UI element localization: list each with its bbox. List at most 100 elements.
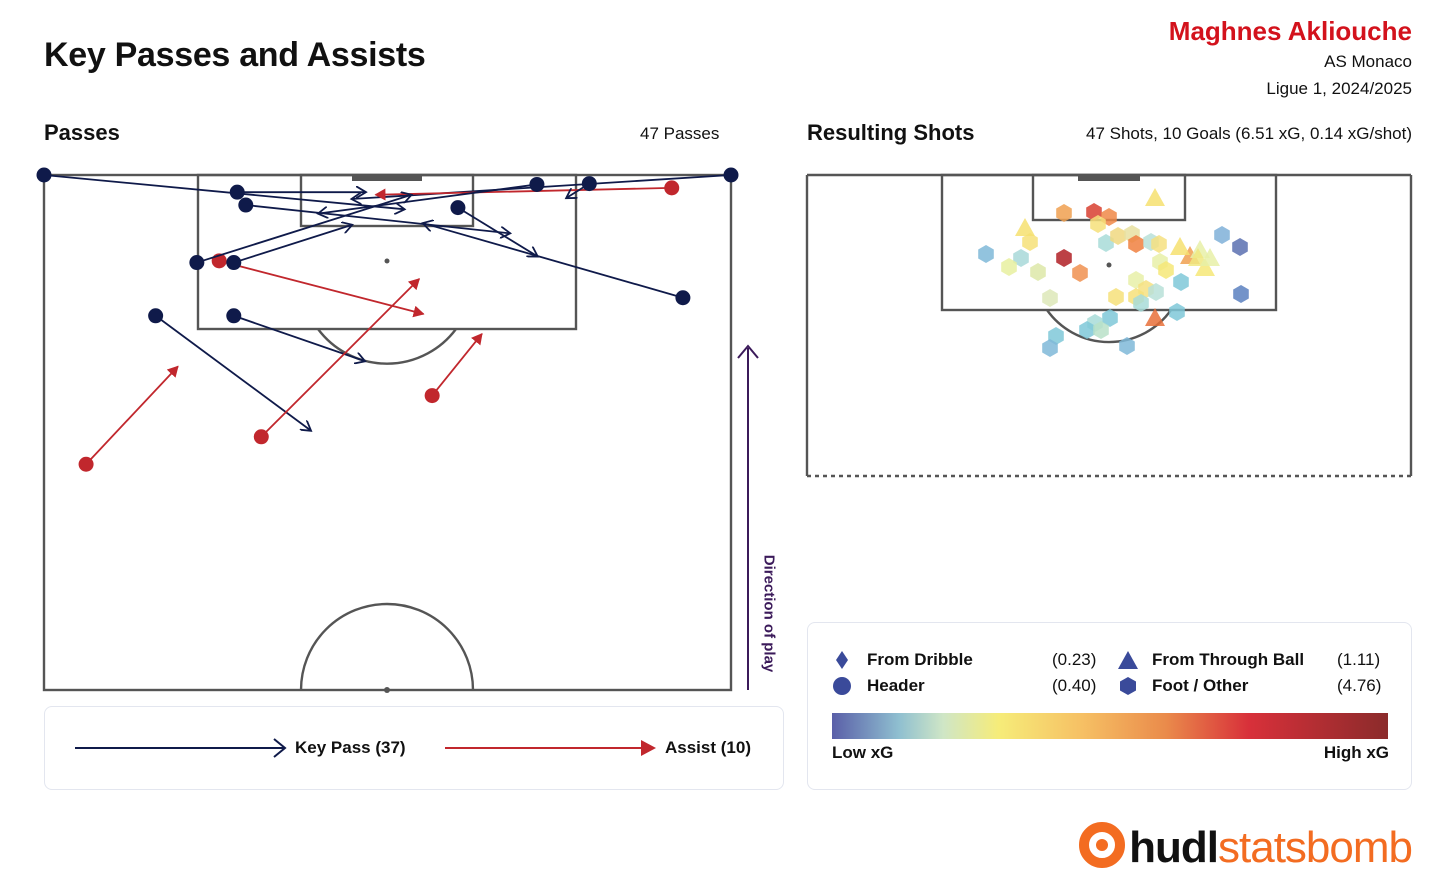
- legend-dribble-value: (0.23): [1052, 650, 1097, 669]
- assist-pass-line: [260, 278, 420, 438]
- shot-marker-foot: [1022, 233, 1038, 251]
- assist-legend-arrowhead: [641, 740, 656, 756]
- shot-marker-foot: [1110, 227, 1126, 245]
- shot-marker-foot: [1158, 261, 1174, 279]
- legend-through-ball-label: From Through Ball: [1152, 650, 1305, 669]
- assist-legend-label: Assist (10): [665, 738, 751, 757]
- shot-marker-through-ball: [1145, 308, 1165, 326]
- key-pass-line: [245, 204, 510, 233]
- shot-marker-foot: [1056, 249, 1072, 267]
- key-pass-origin-point: [675, 290, 691, 306]
- direction-label: Direction of play: [760, 554, 778, 673]
- shot-marker-foot: [1128, 235, 1144, 253]
- hudl-statsbomb-logo: hudlstatsbomb: [1077, 820, 1413, 873]
- shot-marker-foot: [1030, 263, 1046, 281]
- shot-marker-foot: [1093, 321, 1109, 339]
- shot-marker-foot: [1090, 215, 1106, 233]
- key-pass-line: [318, 183, 538, 213]
- shot-marker-through-ball: [1195, 258, 1215, 276]
- shot-marker-foot: [1108, 288, 1124, 306]
- shot-marker-through-ball: [1200, 248, 1220, 266]
- shot-marker-foot: [1013, 249, 1029, 267]
- triangle-icon: [1118, 651, 1138, 669]
- key-pass-origin-point: [189, 255, 205, 271]
- legend-foot-label: Foot / Other: [1152, 676, 1249, 695]
- shot-marker-through-ball: [1170, 237, 1190, 255]
- key-pass-line: [233, 225, 353, 264]
- shot-marker-foot: [1233, 285, 1249, 303]
- shot-marker-through-ball: [1015, 218, 1035, 236]
- shot-legend: From Dribble (0.23) Header (0.40) From T…: [807, 622, 1412, 790]
- passes-panel-subtitle: 47 Passes: [640, 124, 720, 143]
- shot-marker-through-ball: [1145, 188, 1165, 206]
- shot-marker-foot: [1079, 321, 1095, 339]
- assist-pass-line: [85, 365, 179, 465]
- circle-icon: [833, 677, 851, 695]
- competition-label: Ligue 1, 2024/2025: [1266, 79, 1412, 98]
- shot-marker-foot: [1042, 289, 1058, 307]
- shot-marker-foot: [1232, 238, 1248, 256]
- logo-text-statsbomb: statsbomb: [1218, 823, 1413, 872]
- penalty-spot: [384, 258, 390, 264]
- passes-pitch: [42, 173, 733, 692]
- assist-origin-point: [424, 388, 440, 404]
- key-pass-origin-point: [238, 197, 254, 213]
- key-pass-origin-point: [529, 176, 545, 192]
- six-yard-box: [299, 173, 475, 228]
- shot-marker-foot: [1102, 309, 1118, 327]
- shot-layer: [978, 188, 1249, 357]
- legend-foot-value: (4.76): [1337, 676, 1382, 695]
- assist-pass-line: [431, 333, 483, 397]
- shot-marker-foot: [1056, 204, 1072, 222]
- shots-penalty-spot: [1106, 262, 1112, 268]
- legend-high-xg: High xG: [1323, 743, 1389, 762]
- key-pass-origin-point: [36, 167, 52, 183]
- shot-marker-foot: [1214, 226, 1230, 244]
- shot-marker-foot: [1169, 303, 1185, 321]
- shot-marker-foot: [1173, 273, 1189, 291]
- key-pass-legend-label: Key Pass (37): [295, 738, 406, 757]
- statsbomb-logo-icon: [1079, 822, 1126, 868]
- shot-marker-foot: [1148, 283, 1164, 301]
- shot-marker-foot: [1119, 337, 1135, 355]
- legend-header-label: Header: [867, 676, 925, 695]
- assist-origin-point: [253, 429, 269, 445]
- key-pass-origin-point: [581, 176, 597, 192]
- key-pass-origin-point: [148, 308, 164, 324]
- shot-marker-foot: [1098, 234, 1114, 252]
- key-pass-origin-point: [450, 200, 466, 216]
- key-pass-line: [196, 195, 412, 264]
- passes-panel-title: Passes: [44, 120, 120, 145]
- assist-pass-line: [374, 186, 672, 201]
- assist-origin-point: [664, 180, 680, 196]
- shot-marker-foot: [1133, 294, 1149, 312]
- pitch-outline: [42, 173, 733, 692]
- shot-marker-foot: [1042, 339, 1058, 357]
- direction-label-wrap: Direction of play: [749, 555, 789, 690]
- pass-layer: [36, 167, 739, 472]
- hexagon-icon: [1120, 677, 1136, 695]
- key-pass-line: [457, 206, 538, 257]
- penalty-arc: [317, 328, 457, 365]
- legend-dribble-label: From Dribble: [867, 650, 973, 669]
- shot-marker-foot: [1151, 235, 1167, 253]
- key-pass-legend-arrowhead: [273, 738, 287, 758]
- pass-legend: Key Pass (37) Assist (10): [44, 706, 784, 790]
- key-pass-origin-point: [229, 184, 245, 200]
- center-circle: [299, 602, 475, 691]
- diamond-icon: [836, 651, 848, 669]
- shot-marker-foot: [1072, 264, 1088, 282]
- shot-marker-foot: [1001, 258, 1017, 276]
- legend-header-value: (0.40): [1052, 676, 1097, 695]
- shot-marker-foot: [978, 245, 994, 263]
- key-pass-line: [233, 314, 365, 361]
- shots-panel-title: Resulting Shots: [807, 120, 975, 145]
- key-pass-line: [155, 315, 311, 431]
- key-pass-origin-point: [226, 308, 242, 324]
- team-name: AS Monaco: [1324, 52, 1412, 71]
- key-pass-origin-point: [723, 167, 739, 183]
- player-name: Maghnes Akliouche: [1168, 16, 1412, 46]
- shots-panel-subtitle: 47 Shots, 10 Goals (6.51 xG, 0.14 xG/sho…: [1085, 124, 1412, 143]
- shot-legend-markers: [832, 651, 1388, 739]
- xg-color-bar: [832, 713, 1388, 739]
